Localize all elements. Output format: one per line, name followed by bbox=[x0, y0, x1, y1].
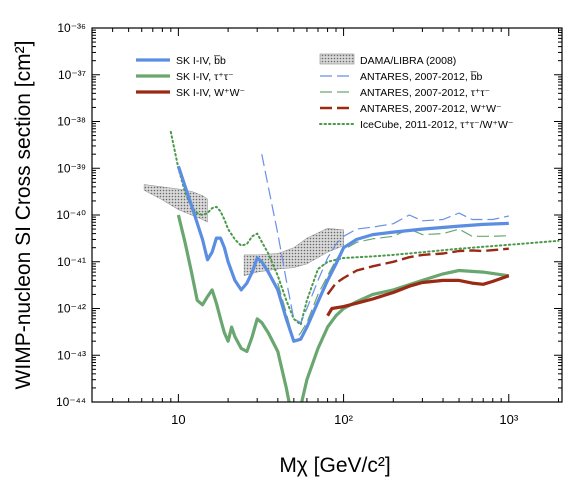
legend-entry-right-0: DAMA/LIBRA (2008) bbox=[319, 53, 456, 67]
series-line-antares-2007-2012-b-b bbox=[261, 154, 509, 324]
y-tick-label: 10⁻³⁸ bbox=[57, 115, 86, 129]
y-tick-label: 10⁻⁴¹ bbox=[57, 255, 86, 269]
legend-label: SK I-IV, τ⁺τ⁻ bbox=[176, 71, 234, 83]
legend-entry-left-0: SK I-IV, b̅b bbox=[136, 55, 226, 67]
x-tick-label: 10² bbox=[334, 412, 353, 427]
legend-entry-right-1: ANTARES, 2007-2012, b̅b bbox=[320, 71, 483, 83]
legend-label: SK I-IV, W⁺W⁻ bbox=[176, 87, 245, 99]
series-line-sk-i-iv-w-w bbox=[326, 274, 510, 317]
legend-label: DAMA/LIBRA (2008) bbox=[360, 55, 456, 67]
legend-entry-right-4: IceCube, 2011-2012, τ⁺τ⁻/W⁺W⁻ bbox=[319, 119, 514, 131]
axis-tick-labels: 10 10² 10³ 10⁻³⁶ 10⁻³⁷ 10⁻³⁸ 10⁻³⁹ 10⁻⁴⁰ 10⁻⁴¹ 10… bbox=[56, 21, 519, 427]
series-line-antares-2007-2012-w-w bbox=[326, 247, 509, 296]
x-axis-title: Mχ [GeV/c²] bbox=[279, 454, 390, 477]
legend-entry-left-2: SK I-IV, W⁺W⁻ bbox=[136, 87, 245, 99]
legend-entry-left-1: SK I-IV, τ⁺τ⁻ bbox=[136, 71, 234, 83]
y-tick-label: 10⁻³⁹ bbox=[57, 161, 86, 175]
dama-libra-region-1 bbox=[243, 228, 344, 277]
y-tick-label: 10⁻⁴³ bbox=[57, 348, 86, 362]
dama-libra-regions bbox=[143, 184, 344, 277]
y-tick-label: 10⁻³⁶ bbox=[57, 21, 86, 35]
legend-label: SK I-IV, b̅b bbox=[176, 55, 226, 67]
legend-entry-right-2: ANTARES, 2007-2012, τ⁺τ⁻ bbox=[320, 87, 491, 99]
y-tick-label: 10⁻⁴⁰ bbox=[56, 208, 86, 222]
legend-label: ANTARES, 2007-2012, b̅b bbox=[360, 71, 483, 83]
legend-label: ANTARES, 2007-2012, W⁺W⁻ bbox=[360, 103, 502, 115]
series-lines bbox=[169, 130, 560, 402]
x-tick-label: 10 bbox=[171, 412, 185, 427]
legend-swatch bbox=[319, 53, 355, 65]
legend-label: ANTARES, 2007-2012, τ⁺τ⁻ bbox=[360, 87, 491, 99]
legend-entry-right-3: ANTARES, 2007-2012, W⁺W⁻ bbox=[320, 103, 502, 115]
legend: SK I-IV, b̅b SK I-IV, τ⁺τ⁻ SK I-IV, W⁺W⁻ DA… bbox=[136, 53, 514, 131]
x-tick-label: 10³ bbox=[499, 412, 518, 427]
y-tick-label: 10⁻⁴² bbox=[57, 302, 86, 316]
series-line-antares-2007-2012 bbox=[277, 228, 509, 342]
axis-ticks bbox=[91, 27, 562, 403]
y-tick-label: 10⁻³⁷ bbox=[58, 68, 86, 82]
dama-libra-region-0 bbox=[143, 184, 208, 223]
y-tick-label: 10⁻⁴⁴ bbox=[56, 395, 86, 409]
plot-frame bbox=[91, 27, 563, 403]
series-line-sk-i-iv bbox=[176, 214, 510, 402]
y-axis-title: WIMP-nucleon SI Cross section [cm²] bbox=[12, 41, 35, 390]
legend-label: IceCube, 2011-2012, τ⁺τ⁻/W⁺W⁻ bbox=[360, 119, 514, 131]
series-line-sk-i-iv-b-b bbox=[176, 165, 509, 343]
